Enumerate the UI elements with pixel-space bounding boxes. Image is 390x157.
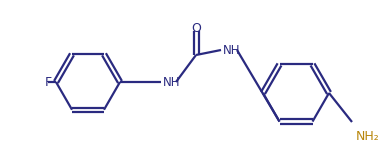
Text: O: O	[191, 22, 201, 35]
Text: NH₂: NH₂	[356, 130, 380, 143]
Text: F: F	[45, 76, 52, 89]
Text: NH: NH	[163, 76, 181, 89]
Text: NH: NH	[223, 44, 241, 57]
